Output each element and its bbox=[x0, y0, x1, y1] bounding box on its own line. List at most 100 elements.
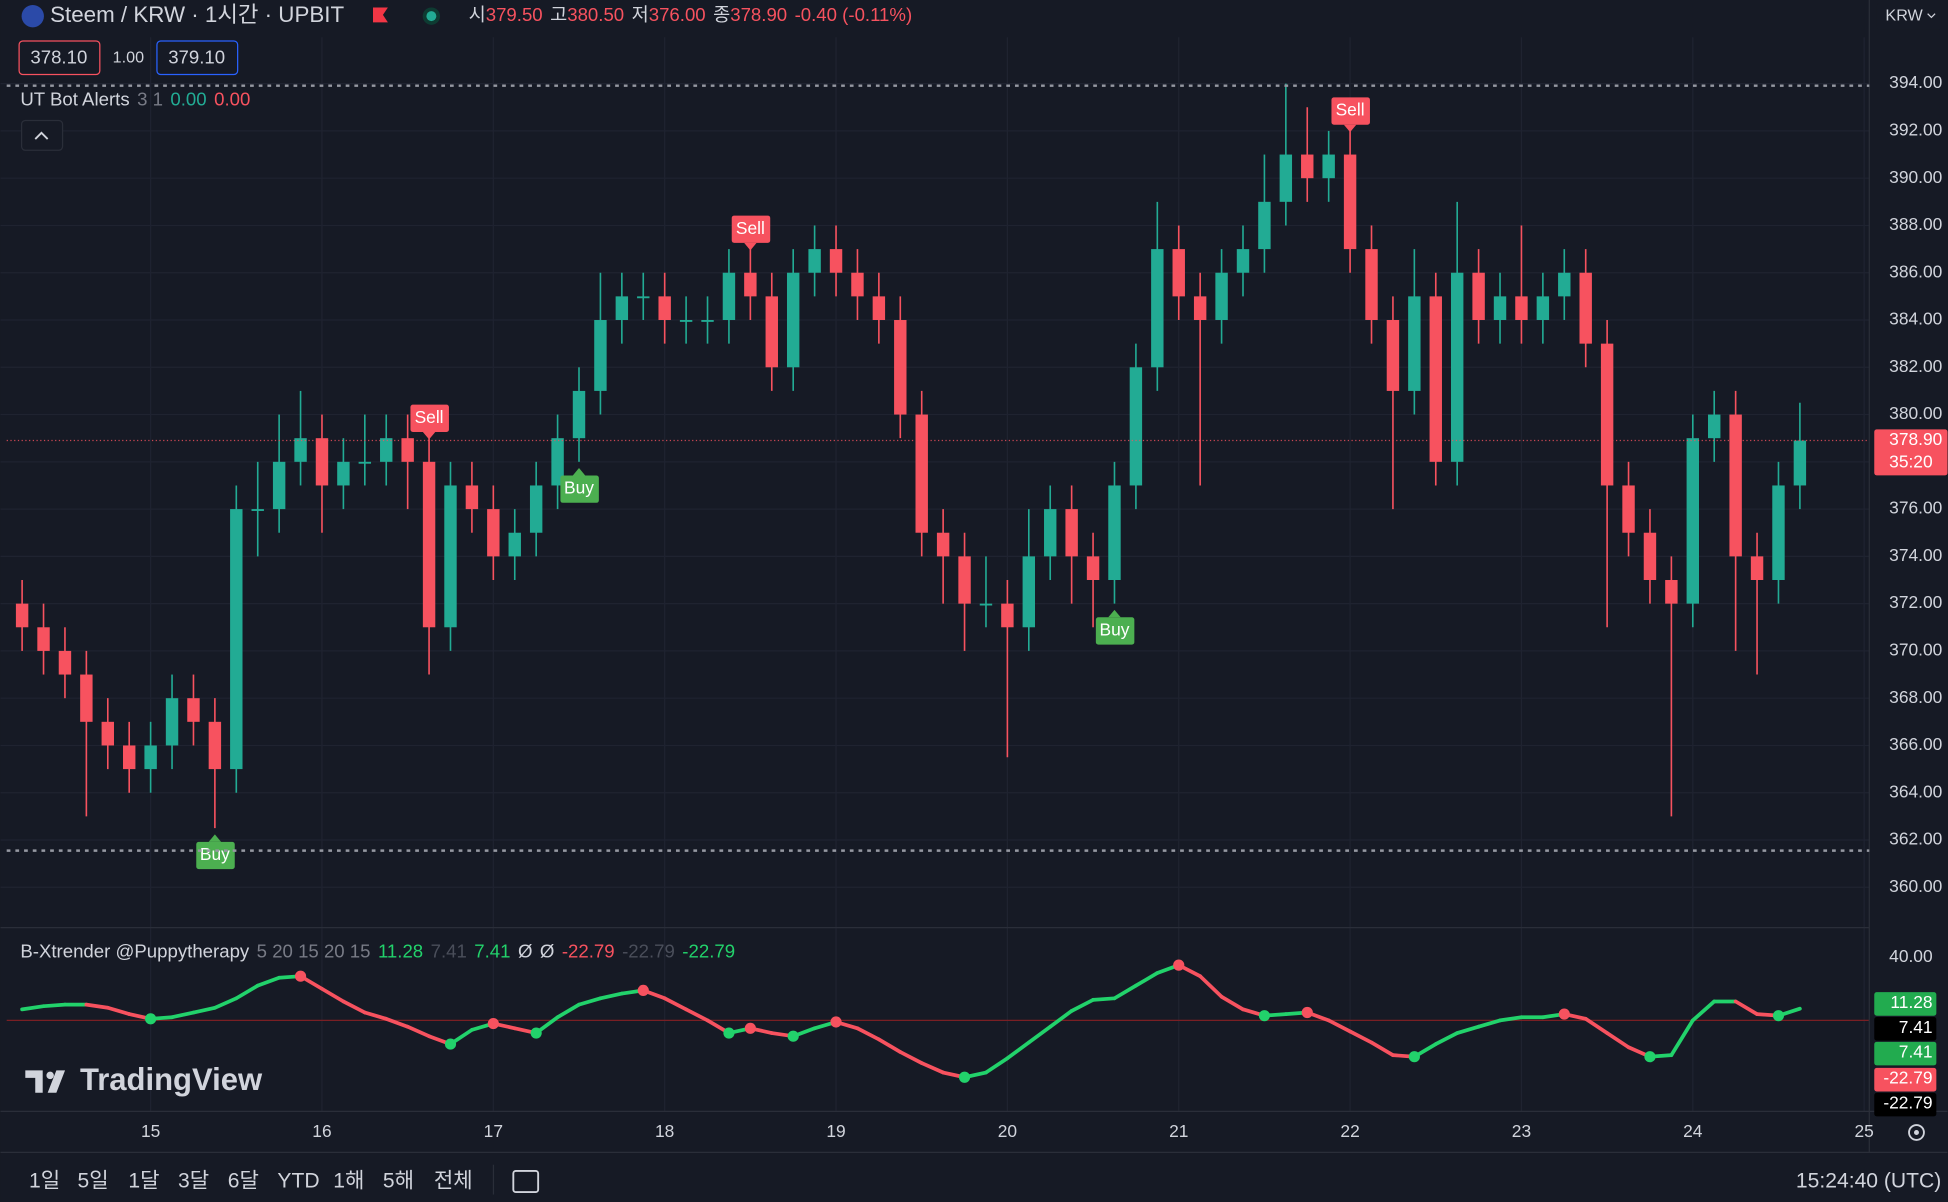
candle-body bbox=[80, 674, 93, 722]
y-tick-label: 394.00 bbox=[1889, 72, 1942, 92]
candle-body bbox=[230, 509, 243, 770]
line-segment bbox=[1026, 1024, 1053, 1045]
candle-body bbox=[1772, 485, 1785, 581]
line-segment bbox=[1498, 1015, 1524, 1023]
currency-button[interactable] bbox=[1876, 2, 1942, 30]
timeframe[interactable]: 1해 bbox=[333, 1170, 364, 1193]
ask[interactable]: 379.10 bbox=[168, 46, 225, 67]
indicator-legend[interactable]: UT Bot Alerts 3 1 0.00 0.00 bbox=[20, 89, 250, 110]
turn-dot bbox=[1558, 1008, 1570, 1020]
legend-value: 7.41 bbox=[474, 940, 510, 961]
candle-body bbox=[529, 485, 543, 533]
line-segment bbox=[1069, 998, 1095, 1013]
timeframe[interactable]: 6달 bbox=[228, 1169, 259, 1193]
currency[interactable]: KRW bbox=[1885, 6, 1923, 24]
symbol[interactable]: Steem / KRW · 1시간 · UPBIT bbox=[50, 2, 344, 27]
candle-body bbox=[422, 461, 436, 628]
signal-arrow bbox=[1343, 124, 1357, 133]
line-segment bbox=[898, 1050, 924, 1065]
candle-body bbox=[487, 509, 500, 557]
x-tick-label: 17 bbox=[484, 1121, 503, 1141]
candle-body bbox=[15, 603, 29, 628]
candle-body bbox=[187, 698, 200, 722]
settings-icon[interactable] bbox=[1908, 1124, 1925, 1141]
candle-body bbox=[465, 485, 479, 510]
value-tag bbox=[1874, 1041, 1937, 1066]
signal-arrow bbox=[208, 834, 222, 842]
value-tag bbox=[1874, 1067, 1937, 1092]
line-segment bbox=[662, 996, 688, 1012]
timeframe[interactable]: 5해 bbox=[383, 1170, 414, 1193]
collapse-icon[interactable] bbox=[34, 131, 49, 140]
candle-body bbox=[165, 698, 179, 746]
y-tick-label: 382.00 bbox=[1889, 356, 1942, 376]
candle-body bbox=[701, 320, 714, 322]
header[interactable]: Steem / KRW · 1시간 · UPBIT bbox=[50, 2, 344, 27]
clock[interactable]: 15:24:40 (UTC) bbox=[1796, 1170, 1941, 1193]
turn-dot bbox=[637, 984, 649, 996]
sell-button[interactable] bbox=[18, 40, 101, 76]
candle-body bbox=[1236, 249, 1250, 273]
buy-button[interactable] bbox=[156, 40, 239, 76]
candle-body bbox=[851, 272, 864, 297]
line-segment bbox=[577, 996, 603, 1007]
timeframe[interactable]: 1일 bbox=[29, 1169, 60, 1193]
candle-body bbox=[1386, 320, 1400, 391]
settings-icon-center[interactable] bbox=[1913, 1129, 1919, 1135]
flag-icon[interactable] bbox=[373, 7, 388, 23]
bid[interactable]: 378.10 bbox=[30, 46, 87, 67]
signal-arrow bbox=[572, 468, 586, 476]
candle-body bbox=[744, 272, 757, 297]
line-segment bbox=[1091, 996, 1117, 1002]
line-segment bbox=[362, 1010, 389, 1021]
plot: Buy Sell Buy Sell Buy Sell bbox=[6, 83, 1870, 1083]
timeframe[interactable]: 3달 bbox=[178, 1169, 209, 1193]
indicator-title[interactable]: UT Bot Alerts bbox=[20, 89, 129, 110]
candle-body bbox=[637, 296, 650, 299]
candle-body bbox=[1065, 509, 1078, 557]
candle-body bbox=[1708, 414, 1721, 439]
indicator-title[interactable]: B-Xtrender @Puppytherapy bbox=[20, 940, 250, 961]
candle-body bbox=[1172, 249, 1185, 297]
signal-box bbox=[1331, 97, 1370, 125]
turn-dot bbox=[723, 1027, 735, 1039]
currency-caret[interactable] bbox=[1927, 13, 1936, 19]
signal-arrow bbox=[744, 242, 757, 251]
y-tick-label: 390.00 bbox=[1889, 167, 1942, 187]
x-tick-label: 24 bbox=[1683, 1121, 1703, 1141]
candle-body bbox=[829, 249, 843, 273]
signal-label: Buy bbox=[1100, 620, 1130, 640]
candle-body bbox=[1365, 249, 1378, 321]
y-tick-label: 370.00 bbox=[1889, 640, 1942, 660]
h-value: 380.50 bbox=[567, 4, 624, 25]
candle-body bbox=[144, 745, 157, 770]
timeframe[interactable]: 1달 bbox=[128, 1169, 159, 1193]
timeframe[interactable]: 전체 bbox=[434, 1169, 473, 1193]
candle-body bbox=[1086, 556, 1100, 581]
turn-dot bbox=[145, 1013, 157, 1025]
collapse-button[interactable] bbox=[20, 119, 64, 151]
candle-body bbox=[1343, 154, 1357, 250]
candle-body bbox=[1600, 343, 1614, 486]
turn-dot bbox=[830, 1016, 842, 1028]
last-price-label: 378.90 bbox=[1889, 429, 1942, 449]
timeframe[interactable]: 5일 bbox=[77, 1169, 108, 1193]
indicator-legend[interactable]: B-Xtrender @Puppytherapy 5 20 15 20 15 11.… bbox=[20, 940, 735, 961]
line-segment bbox=[191, 1005, 217, 1015]
candle-body bbox=[37, 627, 50, 651]
date-range-icon[interactable] bbox=[512, 1170, 540, 1193]
legend-value: -22.79 bbox=[622, 940, 675, 961]
legend-value: 0.00 bbox=[214, 89, 250, 110]
y-tick-label: 364.00 bbox=[1889, 781, 1942, 801]
turn-dot bbox=[294, 970, 307, 982]
timeframe[interactable]: YTD bbox=[277, 1170, 319, 1193]
value-tag-label: -22.79 bbox=[1883, 1092, 1932, 1112]
signal-label: Sell bbox=[736, 218, 765, 238]
line-segment bbox=[855, 1026, 881, 1042]
line-segment bbox=[877, 1037, 903, 1054]
line-segment bbox=[1690, 999, 1717, 1023]
line-segment bbox=[1669, 1018, 1695, 1058]
candle-body bbox=[1665, 580, 1678, 604]
candle-body bbox=[1193, 296, 1207, 321]
